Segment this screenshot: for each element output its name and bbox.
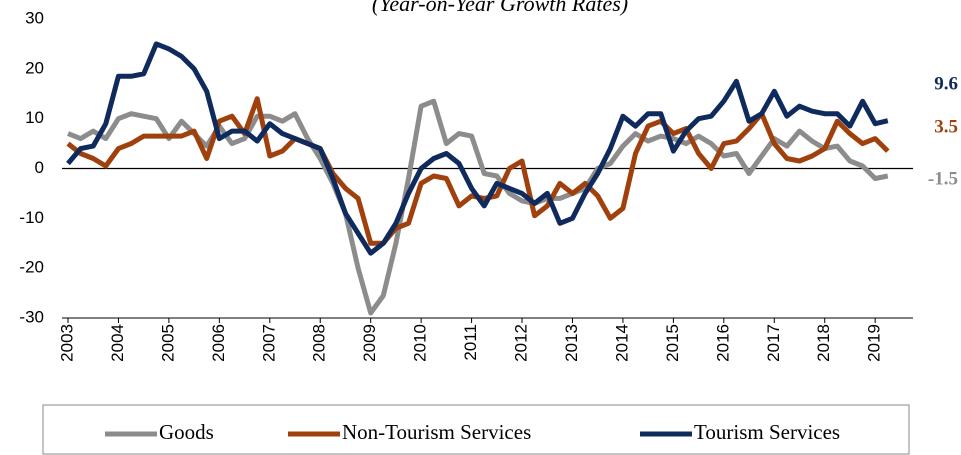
series-line xyxy=(67,98,889,316)
x-tick-label: 2015 xyxy=(663,324,682,362)
x-tick-label: 2009 xyxy=(360,324,379,362)
end-label: -1.5 xyxy=(928,168,958,189)
y-tick-label: 10 xyxy=(25,108,44,127)
y-tick-label: -20 xyxy=(19,258,44,277)
x-tick-label: 2008 xyxy=(310,324,329,362)
legend-label: Non-Tourism Services xyxy=(342,420,531,444)
x-tick-label: 2017 xyxy=(764,324,783,362)
x-tick-label: 2011 xyxy=(461,324,480,361)
y-tick-label: 0 xyxy=(35,158,44,177)
x-tick-label: 2019 xyxy=(865,324,884,362)
y-tick-label: -10 xyxy=(19,208,44,227)
end-label: 9.6 xyxy=(934,73,958,94)
x-tick-label: 2018 xyxy=(814,324,833,362)
x-tick-label: 2006 xyxy=(209,324,228,362)
x-tick-label: 2010 xyxy=(411,324,430,362)
y-tick-label: 20 xyxy=(25,58,44,77)
chart-title: (Year-on-Year Growth Rates) xyxy=(372,0,628,16)
x-tick-label: 2005 xyxy=(158,324,177,362)
series-line xyxy=(66,41,889,256)
x-tick-label: 2016 xyxy=(713,324,732,362)
x-tick-label: 2013 xyxy=(562,324,581,362)
x-tick-label: 2012 xyxy=(512,324,531,362)
y-tick-label: 30 xyxy=(25,8,44,27)
end-label: 3.5 xyxy=(934,116,958,137)
legend-label: Goods xyxy=(159,420,214,444)
x-tick-label: 2004 xyxy=(108,324,127,362)
y-tick-label: -30 xyxy=(19,307,44,326)
x-tick-label: 2014 xyxy=(612,324,631,362)
legend-label: Tourism Services xyxy=(694,420,840,444)
series-line xyxy=(66,96,890,246)
x-tick-label: 2003 xyxy=(57,324,76,362)
x-tick-label: 2007 xyxy=(259,324,278,362)
legend-box xyxy=(42,404,910,455)
